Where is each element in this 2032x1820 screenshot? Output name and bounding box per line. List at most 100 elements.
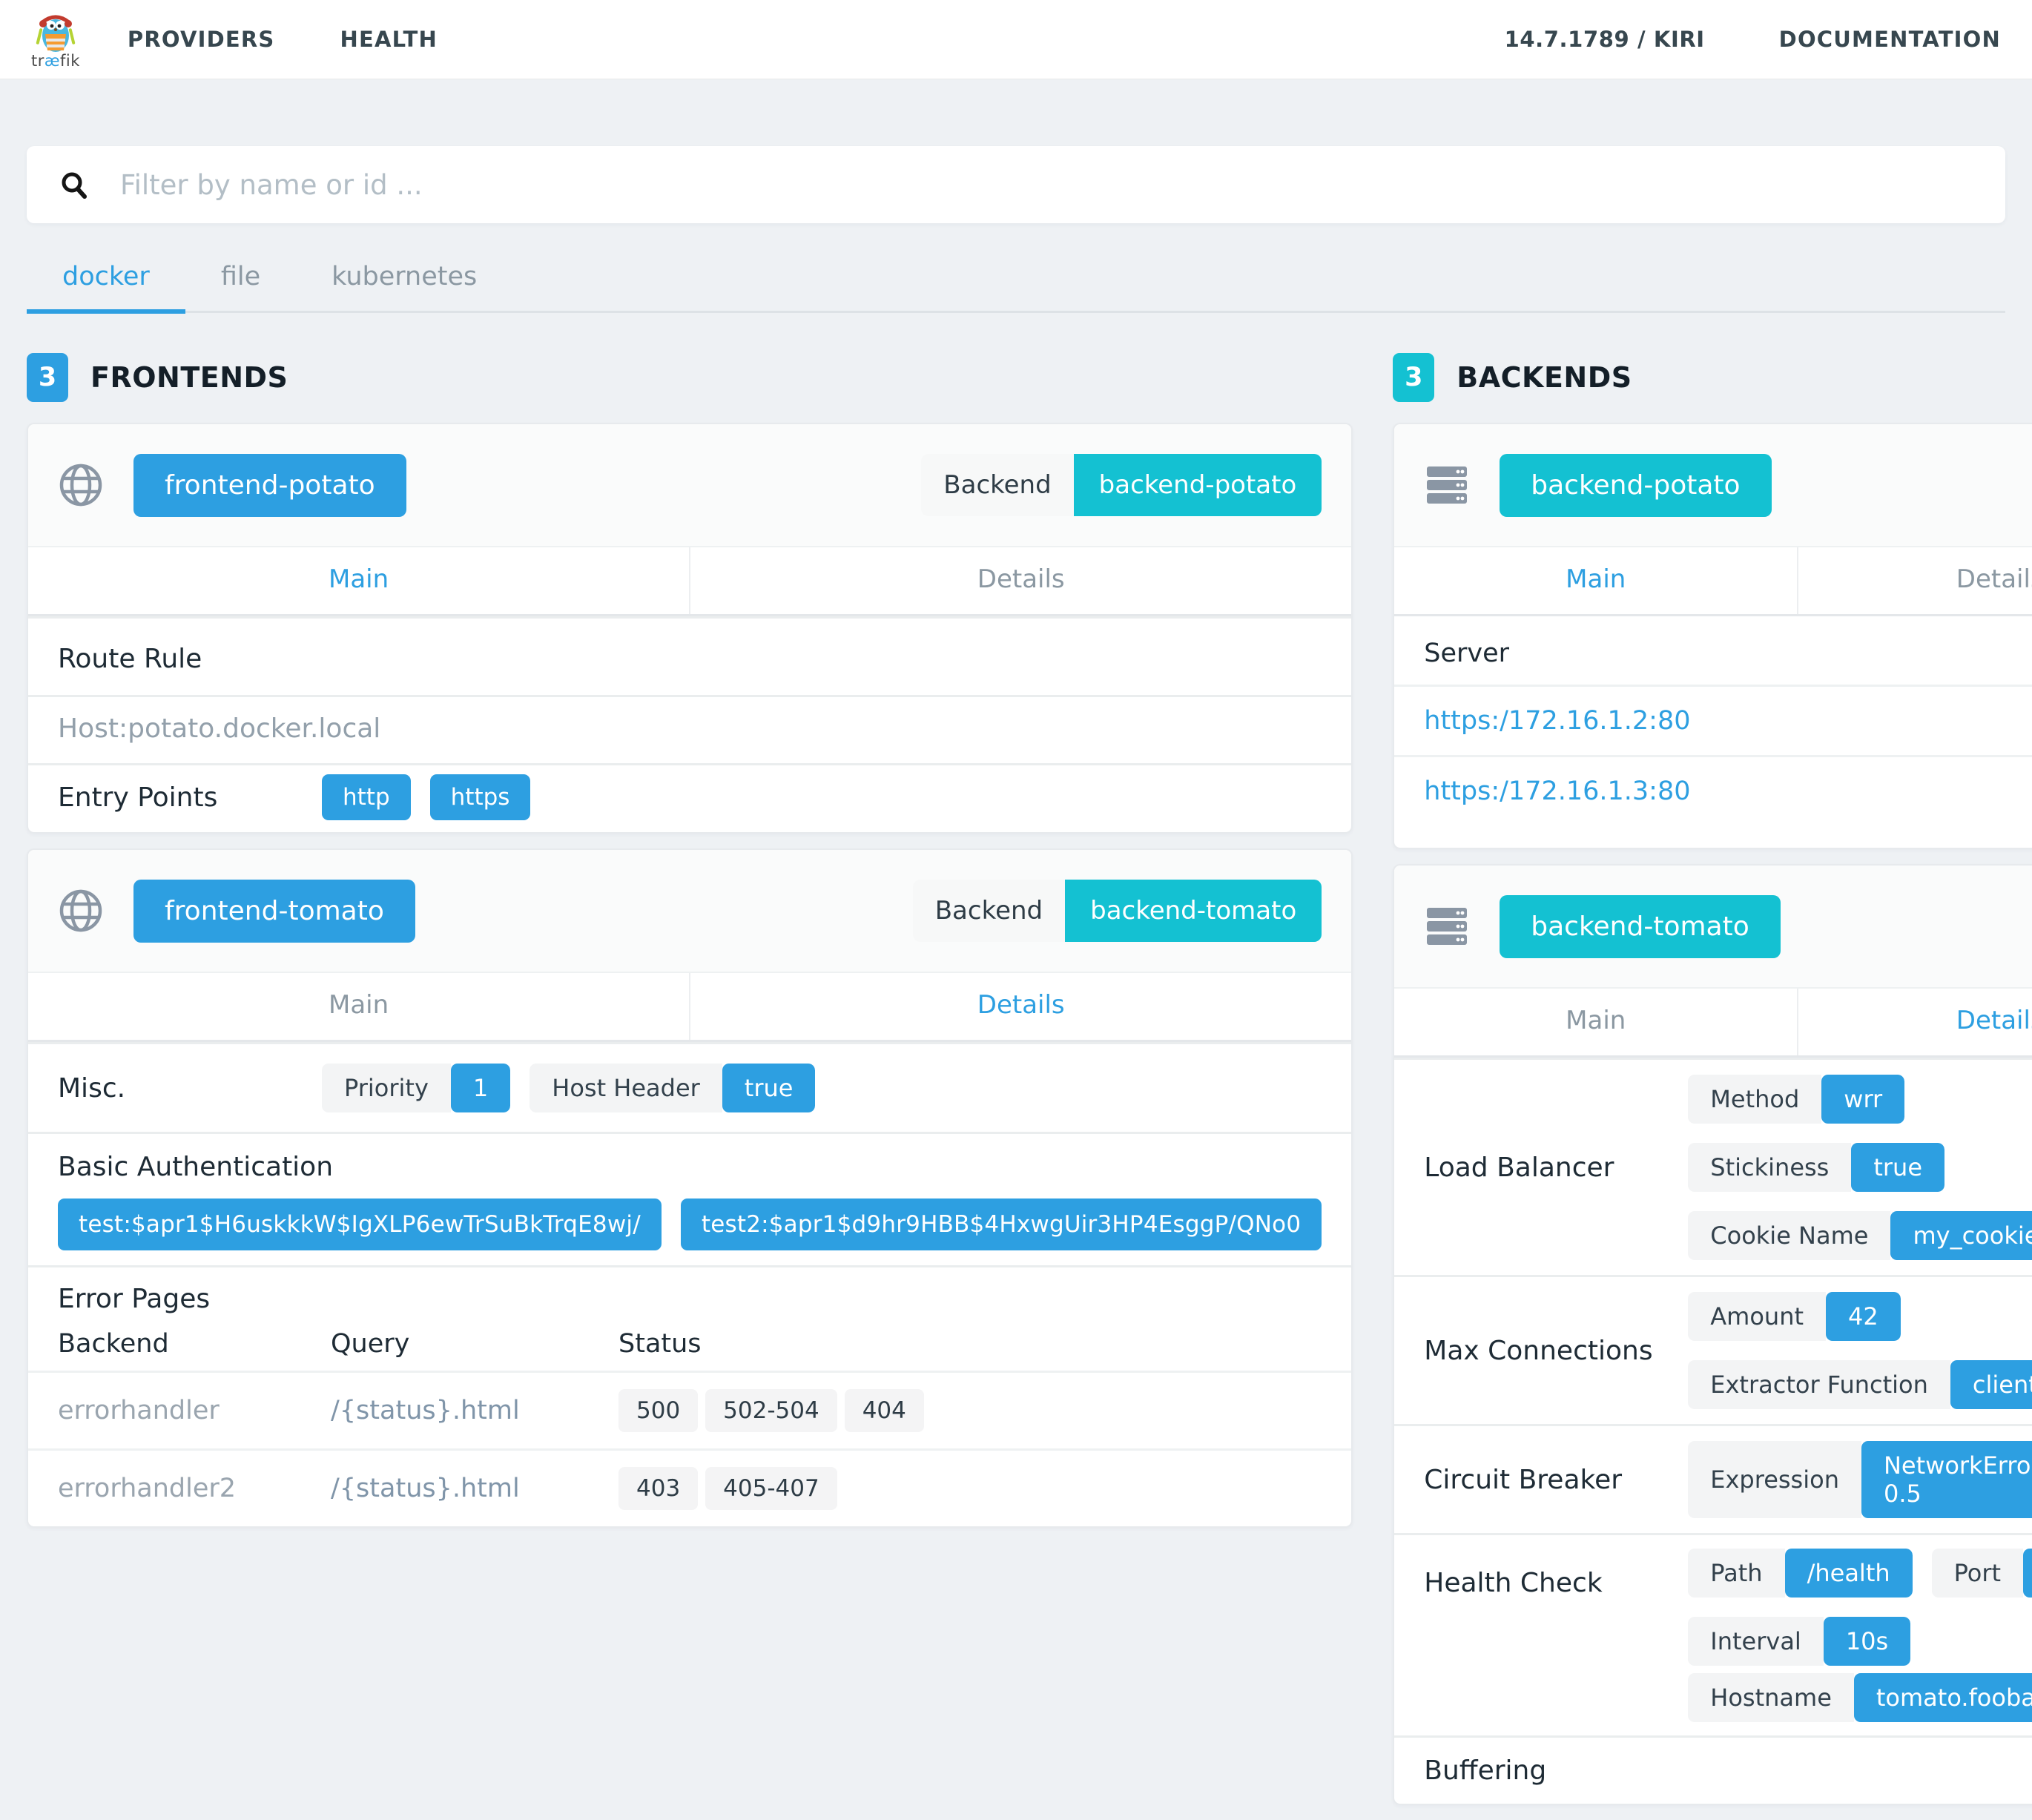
expression-pill: Expression NetworkErrorRatio() > 0.5 — [1688, 1441, 2032, 1518]
error-page-row: errorhandler /{status}.html 500 502-504 … — [28, 1371, 1352, 1448]
frontends-section-head: 3 FRONTENDS — [27, 353, 1353, 402]
hostname-pill: Hostname tomato.foobar.com — [1688, 1673, 2032, 1722]
nav-health[interactable]: HEALTH — [340, 27, 438, 52]
card-backend-tomato: backend-tomato Main Details Load Balance… — [1393, 864, 2032, 1805]
backend-name-pill[interactable]: backend-tomato — [1500, 894, 1781, 958]
priority-pill: Priority 1 — [322, 1064, 511, 1112]
cookie-name-pill: Cookie Name my_cookie — [1688, 1211, 2032, 1260]
tab-details[interactable]: Details — [1797, 989, 2032, 1055]
tab-main[interactable]: Main — [1394, 547, 1798, 614]
error-pages-label: Error Pages — [58, 1284, 211, 1314]
globe-icon — [58, 888, 104, 934]
backend-ref-label: Backend — [912, 880, 1066, 942]
server-table-header: Server Weight — [1394, 616, 2032, 685]
backend-name-pill[interactable]: backend-potato — [1500, 453, 1772, 517]
status-badge: 403 — [618, 1467, 699, 1510]
card-backend-potato-head: backend-potato — [1394, 424, 2032, 547]
max-connections-label: Max Connections — [1424, 1335, 1653, 1366]
provider-tabs: docker file kubernetes — [27, 248, 2005, 314]
frontend-name-pill[interactable]: frontend-potato — [133, 453, 406, 517]
route-rule-value: Host:potato.docker.local — [58, 713, 381, 744]
backend-ref-value[interactable]: backend-tomato — [1065, 880, 1322, 942]
frontend-potato-backend-ref[interactable]: Backend backend-potato — [921, 454, 1322, 516]
backend-ref-value[interactable]: backend-potato — [1073, 454, 1322, 516]
frontends-column: 3 FRONTENDS fr — [27, 353, 1353, 1820]
card-frontend-potato: frontend-potato Backend backend-potato M… — [27, 423, 1353, 834]
tab-kubernetes[interactable]: kubernetes — [331, 262, 478, 291]
tab-main[interactable]: Main — [1394, 989, 1798, 1055]
frontends-count-badge: 3 — [27, 353, 68, 402]
misc-row: Misc. Priority 1 Host Header true — [28, 1042, 1352, 1132]
top-bar: træfik PROVIDERS HEALTH 14.7.1789 / KIRI… — [0, 0, 2032, 79]
col-query: Query — [331, 1329, 410, 1359]
card-frontend-tomato: frontend-tomato Backend backend-tomato M… — [27, 848, 1353, 1528]
search-icon — [59, 170, 89, 200]
server-row: https:/172.16.1.3:80 2 — [1394, 755, 2032, 825]
amount-pill: Amount 42 — [1688, 1292, 1901, 1341]
search-input[interactable] — [119, 168, 1973, 202]
entry-point-pill: http — [322, 774, 411, 820]
tab-file[interactable]: file — [220, 262, 261, 291]
tab-docker[interactable]: docker — [27, 248, 185, 314]
status-badge: 500 — [618, 1389, 699, 1432]
path-pill: Path /health — [1688, 1549, 1913, 1598]
tab-main[interactable]: Main — [28, 973, 690, 1040]
circuit-breaker-row: Circuit Breaker Expression NetworkErrorR… — [1394, 1424, 2032, 1533]
error-backend-name: errorhandler2 — [58, 1474, 237, 1503]
frontend-tomato-tabs: Main Details — [28, 973, 1352, 1042]
basic-auth-label: Basic Authentication — [58, 1152, 334, 1182]
route-rule-value-row: Host:potato.docker.local — [28, 695, 1352, 763]
server-row: https:/172.16.1.2:80 4 — [1394, 685, 2032, 755]
misc-label: Misc. — [58, 1072, 126, 1104]
entry-points-row: Entry Points http https — [28, 763, 1352, 832]
health-check-row: Health Check Path /health Port 80 — [1394, 1533, 2032, 1735]
route-rule-heading-row: Route Rule — [28, 616, 1352, 695]
buffering-label: Buffering — [1424, 1755, 1547, 1786]
server-url-link[interactable]: https:/172.16.1.3:80 — [1424, 777, 1691, 806]
tab-details[interactable]: Details — [1797, 547, 2032, 614]
host-header-pill: Host Header true — [530, 1064, 816, 1112]
buffering-row: Buffering — [1394, 1735, 2032, 1804]
error-backend-name: errorhandler — [58, 1396, 220, 1425]
error-query: /{status}.html — [331, 1396, 520, 1425]
error-pages-heading-row: Error Pages — [28, 1265, 1352, 1317]
route-rule-label: Route Rule — [58, 644, 202, 674]
server-stack-icon — [1424, 462, 1470, 508]
card-backend-tomato-head: backend-tomato — [1394, 866, 2032, 989]
interval-pill: Interval 10s — [1688, 1617, 1911, 1666]
port-pill: Port 80 — [1931, 1549, 2032, 1598]
search-bar — [27, 146, 2005, 223]
backend-tomato-tabs: Main Details — [1394, 989, 2032, 1058]
traefik-logo-text: træfik — [31, 52, 80, 70]
error-query: /{status}.html — [331, 1474, 520, 1503]
server-url-link[interactable]: https:/172.16.1.2:80 — [1424, 706, 1691, 736]
nav-providers[interactable]: PROVIDERS — [127, 27, 275, 52]
frontend-name-pill[interactable]: frontend-tomato — [133, 879, 415, 943]
backends-count-badge: 3 — [1393, 353, 1435, 402]
frontend-tomato-backend-ref[interactable]: Backend backend-tomato — [912, 880, 1322, 942]
frontend-potato-tabs: Main Details — [28, 547, 1352, 616]
status-badge: 404 — [844, 1389, 924, 1432]
card-backend-potato: backend-potato Main Details Server Weigh… — [1393, 423, 2032, 849]
backends-title: BACKENDS — [1457, 361, 1632, 394]
basic-auth-section: Basic Authentication test:$apr1$H6uskkkW… — [28, 1132, 1352, 1265]
error-page-row: errorhandler2 /{status}.html 403 405-407 — [28, 1448, 1352, 1526]
tab-main[interactable]: Main — [28, 547, 690, 614]
card-frontend-tomato-head: frontend-tomato Backend backend-tomato — [28, 850, 1352, 973]
frontends-title: FRONTENDS — [90, 361, 288, 394]
backend-ref-label: Backend — [921, 454, 1074, 516]
tab-details[interactable]: Details — [689, 547, 1352, 614]
card-frontend-potato-head: frontend-potato Backend backend-potato — [28, 424, 1352, 547]
traefik-logo[interactable]: træfik — [31, 9, 80, 70]
col-backend: Backend — [58, 1329, 169, 1359]
method-pill: Method wrr — [1688, 1075, 1905, 1124]
tab-details[interactable]: Details — [689, 973, 1352, 1040]
circuit-breaker-label: Circuit Breaker — [1424, 1464, 1623, 1495]
traefik-mascot-icon — [32, 9, 79, 55]
col-server: Server — [1424, 639, 1510, 668]
status-badge: 502-504 — [705, 1389, 837, 1432]
auth-user-pill: test:$apr1$H6uskkkW$IgXLP6ewTrSuBkTrqE8w… — [58, 1199, 662, 1250]
col-status: Status — [618, 1329, 702, 1359]
main-nav: PROVIDERS HEALTH — [128, 27, 438, 52]
documentation-link[interactable]: DOCUMENTATION — [1778, 27, 2001, 52]
